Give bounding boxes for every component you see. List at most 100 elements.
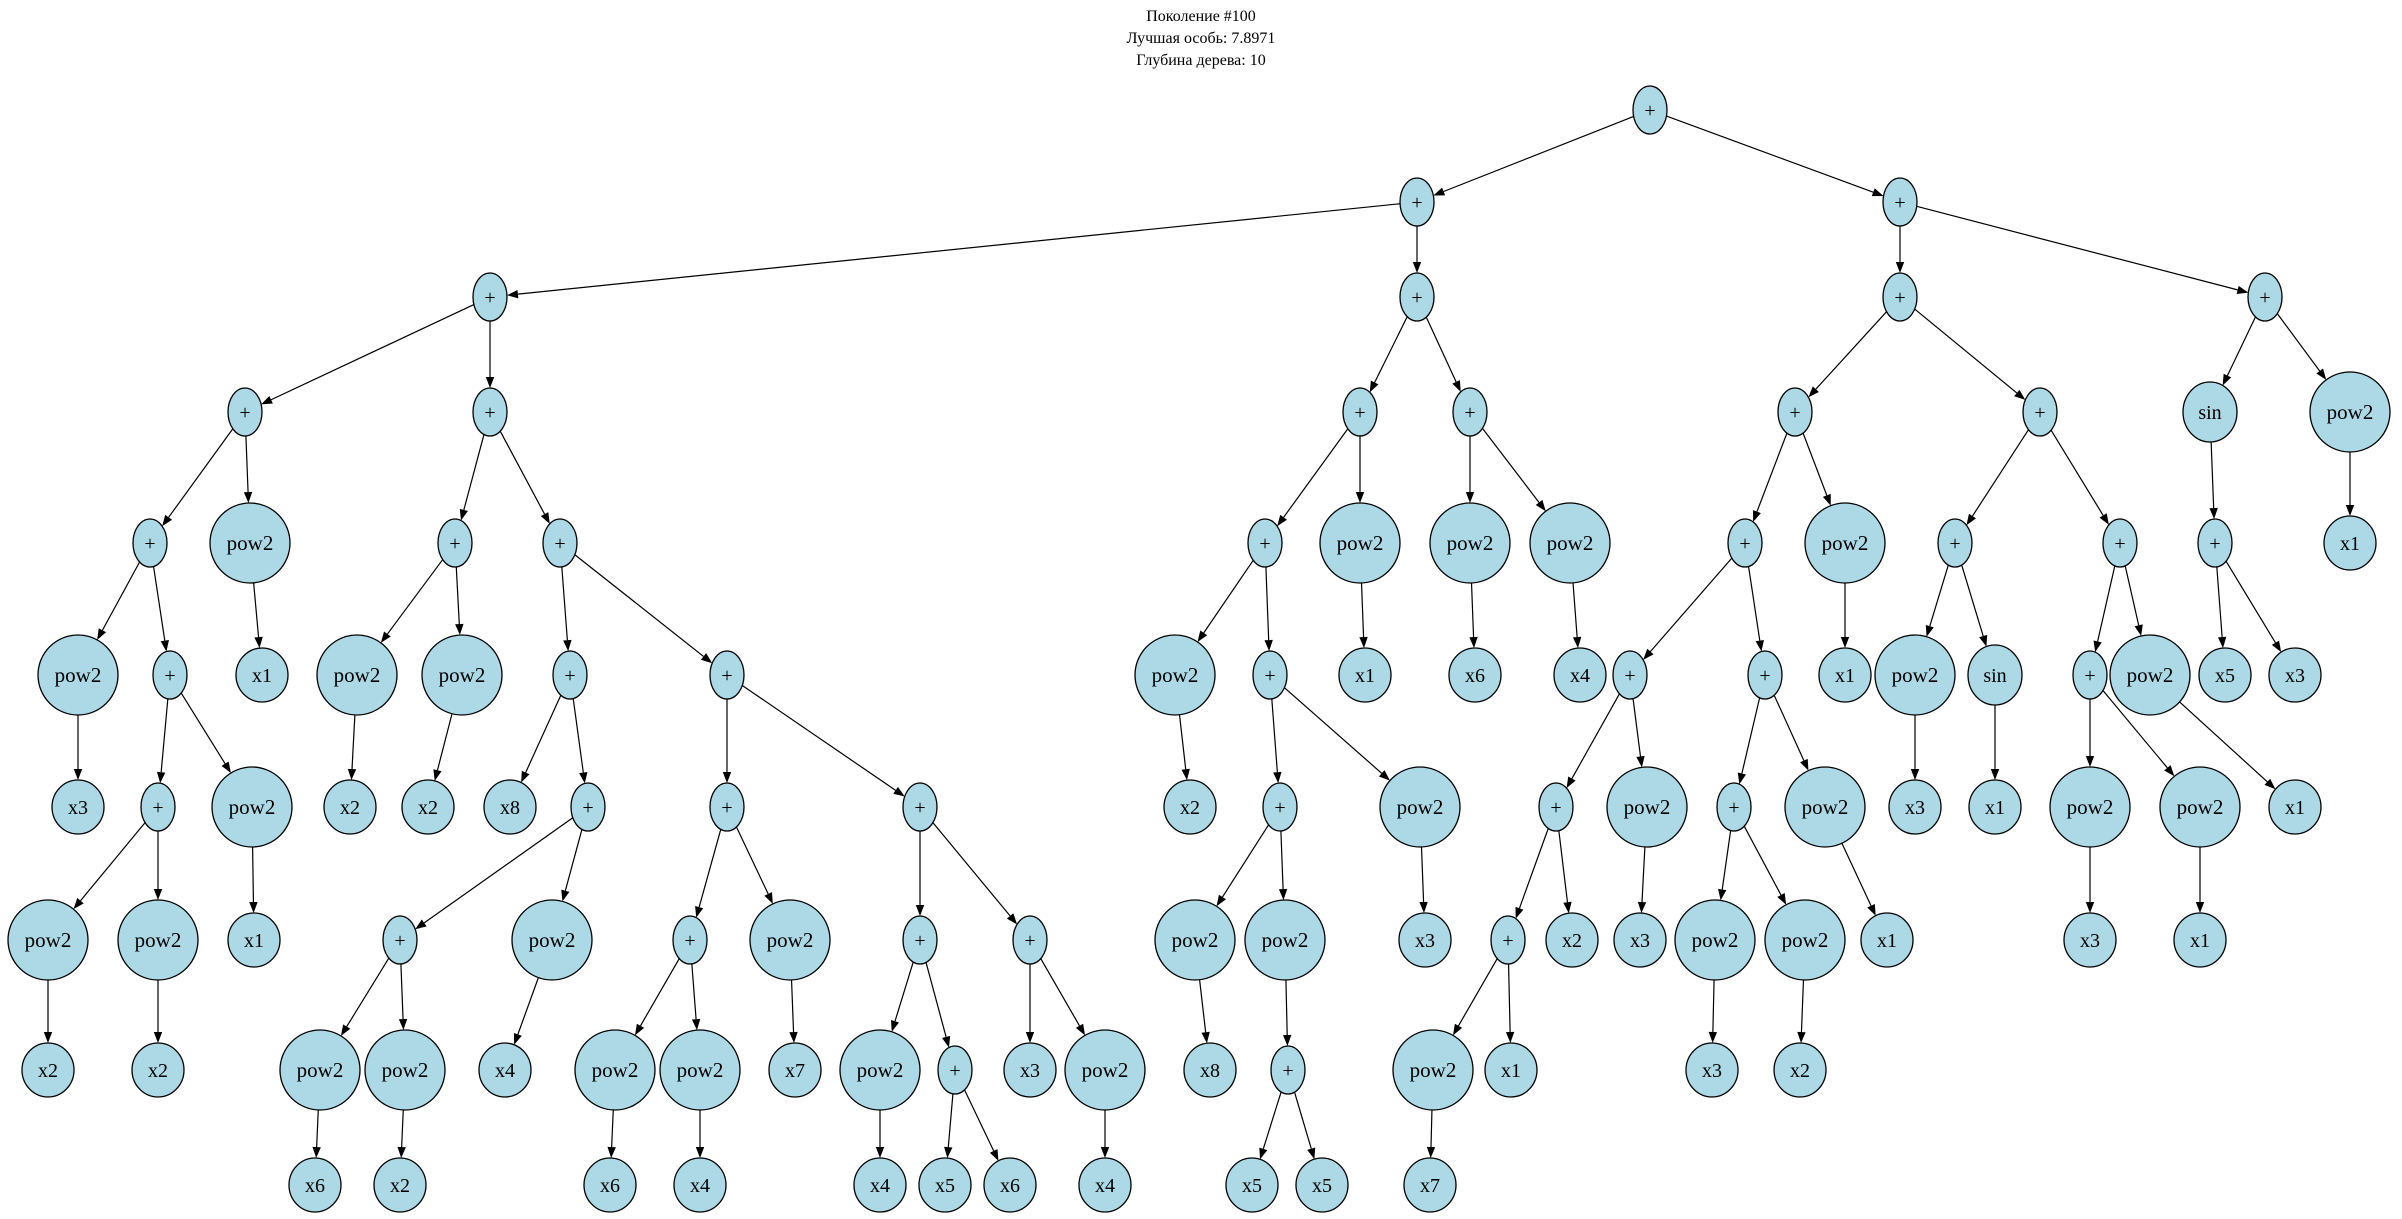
tree-edge: [517, 203, 1401, 295]
tree-edge-arrowhead: [2099, 513, 2109, 525]
tree-edge-arrowhead: [455, 623, 464, 636]
node-circle: [209, 502, 291, 584]
node-circle: [1319, 502, 1401, 584]
tree-edge: [1280, 830, 1284, 890]
tree-edge-arrowhead: [1433, 187, 1446, 196]
node-label: pow2: [1262, 928, 1309, 952]
node-circle: [1452, 387, 1488, 437]
tree-edge-arrowhead: [261, 395, 273, 405]
node-label: +: [914, 930, 925, 952]
title-tree-depth: Глубина дерева: 10: [1136, 52, 1266, 69]
node-circle: [1338, 647, 1392, 703]
node-label: +: [721, 665, 732, 687]
node-label: pow2: [529, 928, 576, 952]
node-label: pow2: [1892, 663, 1939, 687]
tree-node-x3: x3: [1398, 912, 1452, 968]
node-circle: [1777, 387, 1813, 437]
tree-node-plus: +: [2072, 650, 2108, 700]
tree-edge-arrowhead: [73, 898, 84, 910]
tree-edge: [691, 963, 697, 1020]
node-label: x1: [2285, 797, 2305, 819]
tree-node-x6: x6: [1448, 647, 1502, 703]
tree-edge-arrowhead: [398, 1018, 408, 1031]
node-label: +: [1894, 192, 1905, 214]
node-circle: [1784, 766, 1866, 848]
tree-edge-arrowhead: [1910, 769, 1920, 780]
tree-edge: [400, 963, 404, 1020]
tree-edge: [2226, 316, 2257, 376]
node-label: +: [554, 533, 565, 555]
tree-node-plus: +: [1882, 177, 1918, 227]
node-circle: [552, 650, 588, 700]
node-circle: [1429, 502, 1511, 584]
tree-edge-arrowhead: [1426, 1146, 1436, 1159]
tree-edge: [152, 566, 166, 641]
node-circle: [2182, 381, 2238, 443]
tree-edge-arrowhead: [1753, 510, 1761, 522]
tree-node-x1: x1: [235, 647, 289, 703]
tree-edge: [1712, 979, 1715, 1033]
tree-edge: [1929, 564, 1949, 627]
tree-node-plus: +: [1882, 272, 1918, 322]
node-circle: [421, 634, 503, 716]
tree-node-plus: +: [152, 650, 188, 700]
node-label: +: [582, 797, 593, 819]
tree-node-plus: +: [1270, 1045, 1306, 1095]
tree-node-plus: +: [902, 782, 938, 832]
node-circle: [211, 766, 293, 848]
title-generation: Поколение #100: [1146, 8, 1256, 25]
node-circle: [918, 1157, 972, 1213]
tree-edge: [741, 684, 896, 791]
tree-edge: [1773, 694, 1805, 761]
node-circle: [21, 1042, 75, 1098]
node-label: pow2: [1782, 928, 1829, 952]
node-label: x2: [390, 1175, 410, 1197]
tree-edge-arrowhead: [1867, 903, 1876, 916]
tree-edge-arrowhead: [1452, 380, 1461, 392]
node-label: +: [684, 930, 695, 952]
node-circle: [1967, 644, 2023, 706]
node-circle: [1747, 650, 1783, 700]
tree-node-plus: +: [1747, 650, 1783, 700]
tree-node-plus: +: [1247, 518, 1283, 568]
node-circle: [672, 915, 708, 965]
tree-edge-arrowhead: [634, 1023, 645, 1036]
tree-edge-arrowhead: [1840, 637, 1850, 648]
node-label: x4: [1095, 1175, 1115, 1197]
tree-edge: [1815, 311, 1888, 390]
tree-edge-arrowhead: [2264, 778, 2276, 790]
tree-edge-arrowhead: [485, 377, 495, 388]
node-circle: [1764, 899, 1846, 981]
tree-edge: [1572, 582, 1578, 638]
node-circle: [1399, 272, 1435, 322]
tree-edge: [180, 692, 226, 764]
node-label: pow2: [25, 928, 72, 952]
tree-node-plus: +: [1252, 650, 1288, 700]
node-circle: [279, 1029, 361, 1111]
tree-node-pow2: pow2: [2159, 766, 2241, 848]
tree-edge-arrowhead: [1566, 776, 1576, 789]
tree-node-x3: x3: [1685, 1042, 1739, 1098]
node-label: x2: [38, 1060, 58, 1082]
tree-node-pow2: pow2: [839, 1029, 921, 1111]
tree-edge-arrowhead: [1369, 380, 1379, 393]
tree-node-plus: +: [1716, 782, 1752, 832]
node-label: pow2: [1152, 663, 1199, 687]
node-label: pow2: [2127, 663, 2174, 687]
tree-edge: [1721, 830, 1732, 890]
node-circle: [1888, 779, 1942, 835]
tree-node-pow2: pow2: [1379, 766, 1461, 848]
tree-node-x5: x5: [2198, 647, 2252, 703]
tree-edge: [1841, 843, 1872, 906]
tree-node-x3: x3: [2268, 647, 2322, 703]
tree-edge: [2225, 560, 2276, 644]
tree-edge: [1666, 115, 1874, 193]
node-circle: [1003, 1042, 1057, 1098]
tree-edge: [947, 1093, 954, 1148]
node-label: x1: [252, 665, 272, 687]
node-circle: [1860, 912, 1914, 968]
node-label: pow2: [677, 1058, 724, 1082]
node-label: x5: [1242, 1175, 1262, 1197]
node-label: +: [1464, 402, 1475, 424]
node-circle: [1674, 899, 1756, 981]
